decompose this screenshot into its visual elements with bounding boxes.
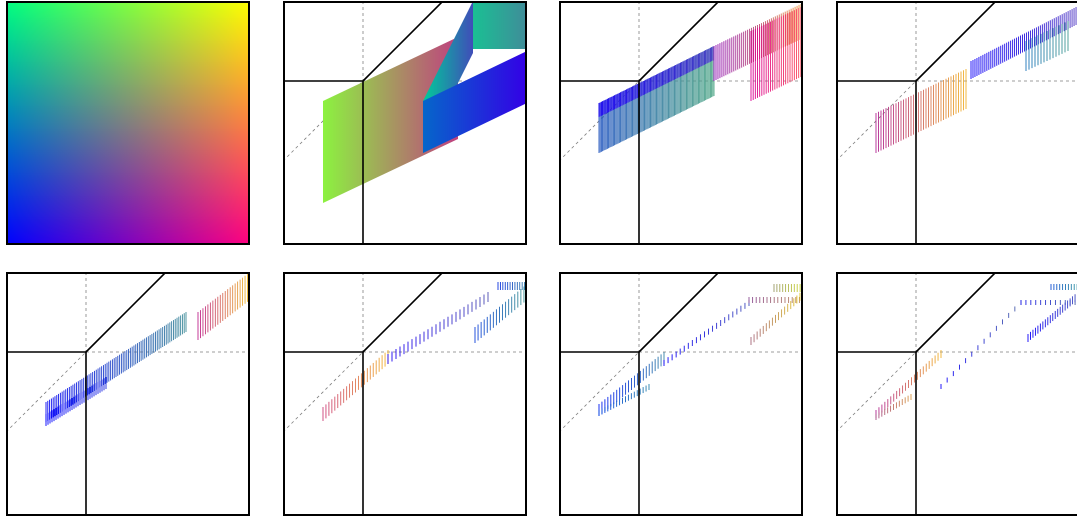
iteration-svg bbox=[559, 1, 803, 245]
dashed-diagonal-guide bbox=[283, 351, 364, 433]
panel-frame bbox=[836, 1, 1077, 245]
plot-area bbox=[836, 1, 1077, 245]
iteration-svg bbox=[559, 272, 803, 516]
iteration-panel-4 bbox=[6, 272, 250, 516]
solid-diagonal-guide bbox=[362, 272, 444, 353]
strip-4 bbox=[748, 297, 803, 303]
iteration-panel-7 bbox=[836, 272, 1077, 516]
colormap-svg bbox=[6, 1, 250, 245]
strip-1 bbox=[323, 37, 458, 203]
iteration-panel-2 bbox=[559, 1, 803, 245]
strip-4 bbox=[750, 6, 803, 101]
dashed-diagonal-guide bbox=[559, 351, 640, 433]
solid-diagonal-guide bbox=[638, 1, 720, 82]
plot-area bbox=[836, 272, 1077, 516]
strip-5 bbox=[750, 290, 803, 345]
strip-2 bbox=[387, 292, 489, 364]
strip-3 bbox=[663, 300, 750, 366]
strip-3 bbox=[1025, 21, 1069, 71]
plot-area bbox=[283, 1, 527, 245]
iteration-svg bbox=[836, 1, 1077, 245]
colormap-top-layer bbox=[6, 1, 250, 245]
solid-diagonal-guide bbox=[638, 272, 720, 353]
plot-area bbox=[6, 272, 250, 516]
iteration-svg bbox=[6, 272, 250, 516]
plot-area bbox=[283, 272, 527, 516]
iteration-panel-5 bbox=[283, 272, 527, 516]
strip-6 bbox=[1050, 284, 1077, 290]
iteration-panel-3 bbox=[836, 1, 1077, 245]
strip-3 bbox=[474, 284, 527, 343]
dashed-diagonal-guide bbox=[836, 351, 917, 433]
panel-frame bbox=[6, 272, 250, 516]
panel-frame bbox=[559, 1, 803, 245]
strip-5 bbox=[1027, 294, 1076, 342]
solid-diagonal-guide bbox=[915, 272, 997, 353]
strip-3 bbox=[197, 272, 250, 340]
strip-3 bbox=[940, 300, 1022, 389]
panel-frame bbox=[836, 272, 1077, 516]
plot-area bbox=[559, 272, 803, 516]
colormap-frame bbox=[6, 1, 250, 245]
strip-2 bbox=[598, 384, 650, 416]
solid-diagonal-guide bbox=[362, 1, 444, 82]
strip-shape bbox=[473, 1, 527, 49]
iteration-svg bbox=[283, 272, 527, 516]
panel-frame bbox=[283, 1, 527, 245]
strip-1 bbox=[45, 312, 187, 422]
strip-shape bbox=[423, 51, 527, 153]
iteration-panel-1 bbox=[283, 1, 527, 245]
strip-1 bbox=[875, 350, 942, 418]
strip-2 bbox=[875, 394, 912, 420]
strip-2 bbox=[970, 7, 1077, 79]
strip-4 bbox=[473, 1, 527, 49]
solid-diagonal-guide bbox=[915, 1, 997, 82]
plot-area bbox=[559, 1, 803, 245]
strip-1 bbox=[598, 352, 665, 416]
strip-6 bbox=[773, 284, 803, 292]
strip-shape bbox=[323, 37, 458, 203]
iteration-svg bbox=[283, 1, 527, 245]
strip-2 bbox=[598, 46, 715, 117]
strip-4 bbox=[1020, 300, 1076, 305]
strip-4 bbox=[497, 282, 527, 290]
strip-3 bbox=[423, 51, 527, 153]
dashed-diagonal-guide bbox=[6, 351, 87, 433]
solid-diagonal-guide bbox=[85, 272, 167, 353]
strip-1 bbox=[598, 46, 715, 153]
panel-frame bbox=[559, 272, 803, 516]
iteration-panel-6 bbox=[559, 272, 803, 516]
panel-frame bbox=[283, 272, 527, 516]
colormap-panel bbox=[6, 1, 250, 245]
strip-1 bbox=[322, 350, 389, 421]
iteration-svg bbox=[836, 272, 1077, 516]
